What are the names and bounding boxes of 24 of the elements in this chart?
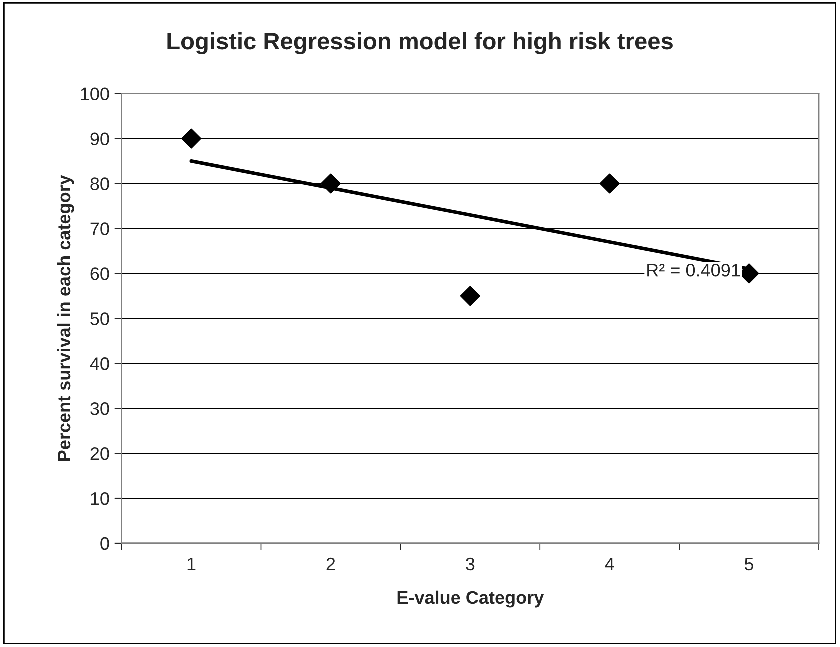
- annotation: R² = 0.4091: [648, 264, 740, 277]
- y-tick-label: 30: [90, 402, 110, 416]
- x-tick-label: 2: [326, 558, 336, 570]
- y-tick-label: 10: [91, 492, 110, 506]
- x-axis-title: E-value Category: [398, 590, 544, 608]
- y-tick-label: 0: [100, 537, 110, 550]
- point: [320, 174, 341, 194]
- y-axis-title: Percent survival in each category: [57, 175, 74, 461]
- y-tick-label: 50: [90, 312, 110, 326]
- x-tick-label: 4: [605, 558, 614, 570]
- y-tick-label: 80: [90, 178, 110, 190]
- point: [182, 128, 202, 149]
- y-tick-label: 20: [90, 447, 110, 460]
- chart-title: Logistic Regression model for high risk trees: [168, 32, 673, 54]
- x-tick-label: 5: [744, 558, 754, 571]
- y-tick-label: 60: [90, 268, 110, 280]
- y-tick-label: 100: [81, 88, 110, 101]
- y-tick-label: 70: [90, 222, 110, 236]
- y-tick-label: 90: [90, 132, 110, 146]
- y-tick-label: 40: [90, 358, 110, 370]
- point: [460, 286, 480, 306]
- x-tick-label: 3: [466, 558, 475, 571]
- x-tick-label: 1: [188, 558, 196, 570]
- point: [600, 174, 620, 194]
